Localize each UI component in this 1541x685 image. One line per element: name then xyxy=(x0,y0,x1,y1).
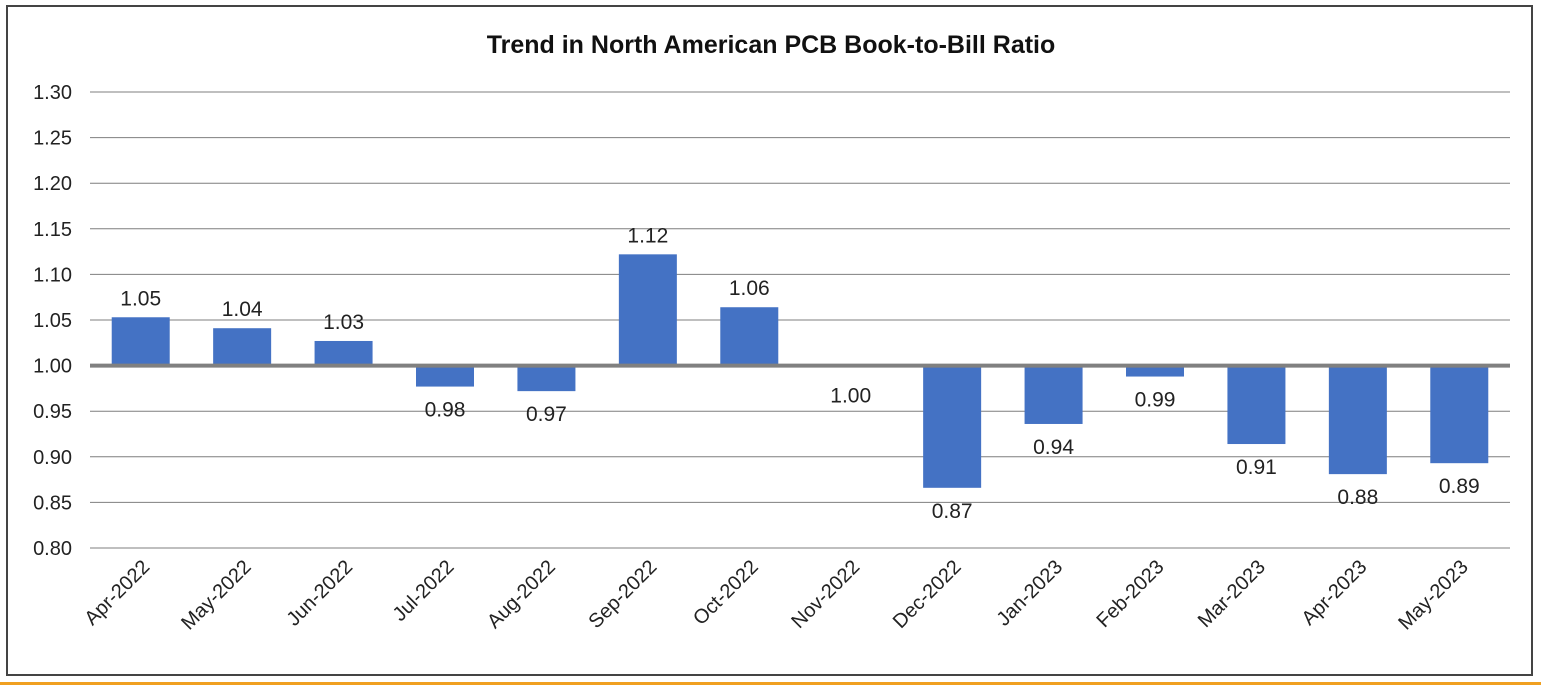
x-tick-label: May-2022 xyxy=(177,556,255,634)
bar-jul-2022 xyxy=(416,365,474,387)
x-tick-label: Oct-2022 xyxy=(689,556,763,630)
y-tick-label: 1.10 xyxy=(33,264,72,286)
x-axis-tick-labels: Apr-2022 May-2022 Jun-2022 Jul-2022 Aug-2022… xyxy=(81,556,1473,634)
data-label: 1.05 xyxy=(120,287,161,310)
gridlines xyxy=(90,91,1510,549)
data-label: 0.91 xyxy=(1236,456,1277,479)
x-tick-label: Mar-2023 xyxy=(1194,556,1270,632)
x-tick-label: Feb-2023 xyxy=(1092,556,1168,632)
x-tick-label: Jun-2022 xyxy=(283,556,358,631)
y-tick-label: 0.80 xyxy=(33,538,72,560)
x-tick-label: Jan-2023 xyxy=(993,556,1068,631)
y-tick-label: 1.20 xyxy=(33,173,72,195)
x-tick-label: Dec-2022 xyxy=(889,556,966,633)
data-label: 1.04 xyxy=(222,298,263,321)
x-tick-label: Apr-2022 xyxy=(81,556,155,630)
y-tick-label: 1.05 xyxy=(33,310,72,332)
bar-apr-2022 xyxy=(111,317,170,366)
bar-sep-2022 xyxy=(618,254,677,366)
data-labels: 1.05 1.04 1.03 0.98 0.97 1.12 1.06 1.00 0.87 0.94… xyxy=(120,224,1479,522)
y-tick-label: 0.90 xyxy=(33,447,72,469)
bar-jan-2023 xyxy=(1024,365,1083,424)
bar-mar-2023 xyxy=(1227,365,1286,445)
data-label: 1.03 xyxy=(323,311,364,334)
x-tick-label: May-2023 xyxy=(1394,556,1472,634)
bar-oct-2022 xyxy=(720,307,779,366)
x-tick-label: Apr-2023 xyxy=(1298,556,1372,630)
data-label: 0.98 xyxy=(425,399,466,422)
bar-jun-2022 xyxy=(314,340,373,366)
data-label: 0.88 xyxy=(1337,486,1378,509)
x-tick-label: Sep-2022 xyxy=(584,556,661,633)
bar-feb-2023 xyxy=(1126,365,1184,377)
y-axis-tick-labels: 1.30 1.25 1.20 1.15 1.10 1.05 1.00 0.95 0.90 0.85… xyxy=(33,82,72,560)
x-tick-label: Jul-2022 xyxy=(389,556,459,626)
data-label: 0.94 xyxy=(1033,436,1074,459)
x-tick-label: Nov-2022 xyxy=(787,556,864,633)
bar-dec-2022 xyxy=(923,365,982,488)
data-label: 0.99 xyxy=(1135,389,1176,412)
bar-may-2022 xyxy=(213,328,272,366)
bar-aug-2022 xyxy=(517,365,576,392)
bars xyxy=(111,254,1489,488)
chart-title: Trend in North American PCB Book-to-Bill… xyxy=(487,31,1056,59)
data-label: 0.87 xyxy=(932,500,973,523)
y-tick-label: 1.25 xyxy=(33,128,72,150)
y-tick-label: 0.85 xyxy=(33,492,72,514)
y-tick-label: 1.30 xyxy=(33,82,72,104)
bar-apr-2023 xyxy=(1328,365,1387,475)
data-label: 0.97 xyxy=(526,403,567,426)
data-label: 1.06 xyxy=(729,277,770,300)
y-tick-label: 1.00 xyxy=(33,356,72,378)
data-label: 0.89 xyxy=(1439,475,1480,498)
bottom-accent-rule xyxy=(0,682,1541,685)
data-label: 1.00 xyxy=(830,385,871,408)
data-label: 1.12 xyxy=(627,224,668,247)
y-tick-label: 0.95 xyxy=(33,401,72,423)
y-tick-label: 1.15 xyxy=(33,219,72,241)
bar-may-2023 xyxy=(1430,365,1489,464)
x-tick-label: Aug-2022 xyxy=(483,556,560,633)
